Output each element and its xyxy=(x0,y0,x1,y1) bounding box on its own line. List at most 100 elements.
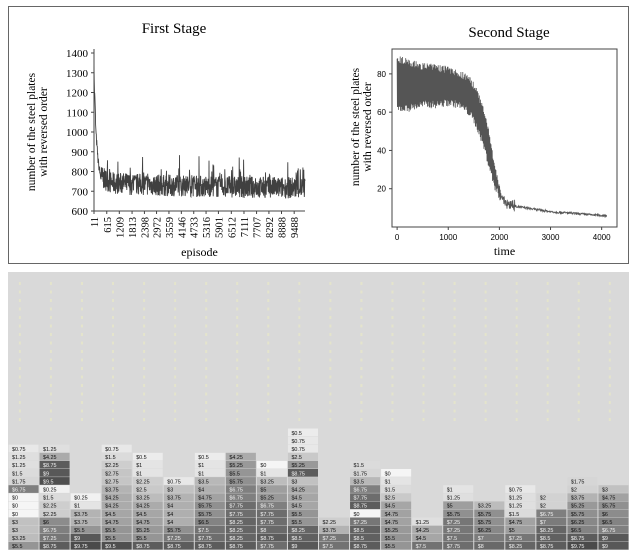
heatmap-cell xyxy=(319,533,350,542)
cell-label: $8.5 xyxy=(291,536,302,542)
empty-slot xyxy=(453,409,456,413)
cell-label: $4.75 xyxy=(136,520,150,526)
empty-slot xyxy=(608,290,611,294)
empty-slot xyxy=(205,290,208,294)
empty-slot xyxy=(577,350,580,353)
empty-slot xyxy=(143,307,146,311)
heatmap-cell xyxy=(225,501,256,510)
heatmap-cell xyxy=(287,469,318,477)
heatmap-cell xyxy=(225,460,256,469)
cell-label: $3.75 xyxy=(105,488,119,494)
empty-slot xyxy=(236,333,239,336)
empty-slot xyxy=(515,418,518,421)
cell-label: $5.75 xyxy=(571,512,585,518)
empty-slot xyxy=(453,367,456,370)
cell-label: $5.5 xyxy=(385,536,396,542)
heatmap-cell xyxy=(39,517,70,526)
empty-slot xyxy=(80,367,83,370)
heatmap-cell xyxy=(536,501,567,510)
cell-label: $7.75 xyxy=(229,504,243,510)
empty-slot xyxy=(143,316,146,319)
empty-slot xyxy=(298,418,301,421)
cell-label: $8.5 xyxy=(354,536,365,542)
x-axis-label: episode xyxy=(181,245,218,259)
heatmap-cell xyxy=(350,533,381,542)
empty-slot xyxy=(205,299,208,302)
heatmap-cell xyxy=(163,525,194,534)
empty-slot xyxy=(360,384,363,387)
empty-slot xyxy=(267,290,270,294)
empty-slot xyxy=(608,375,611,379)
heatmap-cell xyxy=(8,460,39,469)
cell-label: $5.25 xyxy=(291,463,305,469)
heatmap-cell xyxy=(443,541,474,550)
heatmap-cell xyxy=(287,444,318,453)
empty-slot xyxy=(298,307,301,311)
empty-slot xyxy=(112,367,115,370)
empty-slot xyxy=(174,350,177,353)
empty-slot xyxy=(546,316,549,319)
empty-slot xyxy=(577,367,580,370)
heatmap-cell xyxy=(505,501,536,510)
cell-label: $8.75 xyxy=(291,471,305,477)
cell-label: $2.75 xyxy=(105,471,119,477)
cell-label: $7.25 xyxy=(509,536,523,542)
empty-slot xyxy=(205,358,208,362)
cell-label: $0 xyxy=(12,496,18,502)
heatmap-cell xyxy=(70,533,101,542)
cell-label: $5 xyxy=(260,488,266,494)
cell-label: $8.75 xyxy=(136,544,150,550)
empty-slot xyxy=(267,418,270,421)
cell-label: $8.75 xyxy=(354,544,368,550)
x-tick-label: 1209 xyxy=(115,217,126,238)
empty-slot xyxy=(112,418,115,421)
empty-slot xyxy=(143,350,146,353)
empty-slot xyxy=(18,290,21,294)
cell-label: $8.75 xyxy=(229,544,243,550)
empty-slot xyxy=(143,341,146,345)
empty-slot xyxy=(298,367,301,370)
empty-slot xyxy=(484,392,487,396)
empty-slot xyxy=(49,384,52,387)
cell-label: $1.5 xyxy=(43,496,54,502)
cell-label: $3.5 xyxy=(354,479,365,485)
heatmap-cell xyxy=(225,485,256,493)
empty-slot xyxy=(577,418,580,421)
heatmap-cell xyxy=(567,541,598,550)
empty-slot xyxy=(18,384,21,387)
cell-label: $0.25 xyxy=(43,488,57,494)
heatmap-cell xyxy=(287,485,318,493)
cell-label: $7.25 xyxy=(167,536,181,542)
empty-slot xyxy=(298,341,301,345)
heatmap-cell xyxy=(39,477,70,485)
cell-label: $6.75 xyxy=(540,512,554,518)
heatmap-cell xyxy=(163,477,194,485)
empty-slot xyxy=(577,409,580,413)
empty-slot xyxy=(49,418,52,421)
empty-slot xyxy=(360,358,363,362)
empty-slot xyxy=(484,418,487,421)
empty-slot xyxy=(174,341,177,345)
heatmap-cell xyxy=(132,525,163,534)
heatmap-cell xyxy=(319,525,350,534)
empty-slot xyxy=(453,307,456,311)
x-tick-label: 6512 xyxy=(227,217,238,238)
empty-slot xyxy=(143,392,146,396)
empty-slot xyxy=(484,324,487,328)
empty-slot xyxy=(80,316,83,319)
heatmap-cell xyxy=(194,477,225,485)
empty-slot xyxy=(422,401,425,404)
cell-label: $1 xyxy=(74,504,80,510)
y-tick-label: 1100 xyxy=(66,107,88,119)
empty-slot xyxy=(143,324,146,328)
empty-slot xyxy=(18,350,21,353)
empty-slot xyxy=(236,375,239,379)
empty-slot xyxy=(546,282,549,285)
heatmap-cell xyxy=(287,501,318,510)
cell-label: $4.25 xyxy=(229,455,243,461)
cell-label: $1.5 xyxy=(385,488,396,494)
cell-label: $8.5 xyxy=(540,536,551,542)
heatmap-cell xyxy=(70,517,101,526)
empty-slot xyxy=(174,409,177,413)
empty-slot xyxy=(236,307,239,311)
